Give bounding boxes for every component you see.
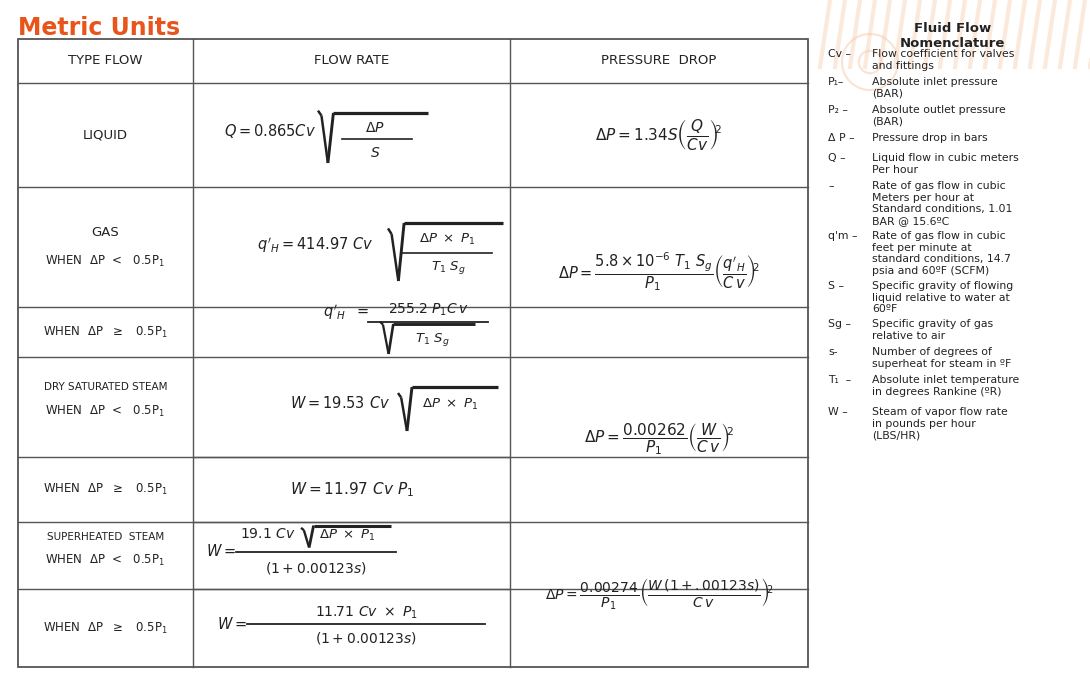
Text: Absolute outlet pressure
(BAR): Absolute outlet pressure (BAR) [872,105,1006,127]
Text: $W = 11.97\ Cv\ P_1$: $W = 11.97\ Cv\ P_1$ [290,480,413,499]
Text: WHEN  $\Delta$P  $\geq$   0.5P$_1$: WHEN $\Delta$P $\geq$ 0.5P$_1$ [44,482,168,497]
Text: Sg –: Sg – [828,319,851,329]
Text: $\Delta P\ \times\ P_1$: $\Delta P\ \times\ P_1$ [319,528,376,543]
Text: P₁–: P₁– [828,77,845,87]
Text: WHEN  $\Delta$P  <   0.5P$_1$: WHEN $\Delta$P < 0.5P$_1$ [46,254,166,268]
Text: $\Delta P = \dfrac{0.00274}{P_1}\left(\dfrac{W\,(1+.00123s)}{C\,v}\right)^{\!\!2: $\Delta P = \dfrac{0.00274}{P_1}\left(\d… [545,577,773,612]
Text: S –: S – [828,281,844,291]
Text: W –: W – [828,407,848,417]
Text: Pressure drop in bars: Pressure drop in bars [872,133,988,143]
Text: WHEN  $\Delta$P  $\geq$   0.5P$_1$: WHEN $\Delta$P $\geq$ 0.5P$_1$ [44,620,168,636]
Text: $(1 + 0.00123s)$: $(1 + 0.00123s)$ [265,560,367,576]
Text: PRESSURE  DROP: PRESSURE DROP [602,54,717,68]
Text: $T_1\ S_g$: $T_1\ S_g$ [431,259,465,275]
Text: $W = 19.53\ Cv$: $W = 19.53\ Cv$ [290,395,390,411]
Text: $\Delta P = \dfrac{5.8\times 10^{-6}\ T_1\ S_g}{P_1}\left(\dfrac{q'_H}{C\,v}\rig: $\Delta P = \dfrac{5.8\times 10^{-6}\ T_… [558,251,760,293]
Text: FLOW RATE: FLOW RATE [314,54,389,68]
Text: Absolute inlet pressure
(BAR): Absolute inlet pressure (BAR) [872,77,997,98]
Text: Δ P –: Δ P – [828,133,855,143]
Text: TYPE FLOW: TYPE FLOW [69,54,143,68]
Text: LIQUID: LIQUID [83,128,128,141]
Text: Rate of gas flow in cubic
feet per minute at
standard conditions, 14.7
psia and : Rate of gas flow in cubic feet per minut… [872,231,1010,276]
Text: $\Delta P$: $\Delta P$ [365,121,385,135]
Text: s-: s- [828,347,837,357]
Text: Steam of vapor flow rate
in pounds per hour
(LBS/HR): Steam of vapor flow rate in pounds per h… [872,407,1008,441]
Text: $19.1\ Cv$: $19.1\ Cv$ [240,526,295,540]
Text: $q'_H\ \ =$: $q'_H\ \ =$ [324,302,370,322]
Text: Specific gravity of gas
relative to air: Specific gravity of gas relative to air [872,319,993,341]
Text: $\Delta P = 1.34S\left(\dfrac{Q}{Cv}\right)^{\!\!2}$: $\Delta P = 1.34S\left(\dfrac{Q}{Cv}\rig… [595,118,723,153]
Text: Q –: Q – [828,153,846,163]
Text: $Q = 0.865Cv$: $Q = 0.865Cv$ [225,122,316,140]
Text: WHEN  $\Delta$P  <   0.5P$_1$: WHEN $\Delta$P < 0.5P$_1$ [46,404,166,419]
Text: DRY SATURATED STEAM: DRY SATURATED STEAM [44,382,167,392]
Text: WHEN  $\Delta$P  <   0.5P$_1$: WHEN $\Delta$P < 0.5P$_1$ [46,553,166,568]
Text: $11.71\ Cv\ \times\ P_1$: $11.71\ Cv\ \times\ P_1$ [315,605,417,621]
Text: $S$: $S$ [370,146,380,160]
Text: Absolute inlet temperature
in degrees Rankine (ºR): Absolute inlet temperature in degrees Ra… [872,375,1019,397]
Text: GAS: GAS [92,226,120,238]
Text: –: – [828,181,834,191]
Text: $q'_H = 414.97\ Cv$: $q'_H = 414.97\ Cv$ [257,235,373,255]
Text: SUPERHEATED  STEAM: SUPERHEATED STEAM [47,533,165,542]
Text: T₁  –: T₁ – [828,375,851,385]
Text: $255.2\ P_1 C\,v$: $255.2\ P_1 C\,v$ [388,302,469,319]
Text: Fluid Flow
Nomenclature: Fluid Flow Nomenclature [900,22,1005,50]
Text: Rate of gas flow in cubic
Meters per hour at
Standard conditions, 1.01
BAR @ 15.: Rate of gas flow in cubic Meters per hou… [872,181,1013,226]
Text: $W =$: $W =$ [206,544,237,560]
Bar [19,39,808,667]
Text: Cv –: Cv – [828,49,851,59]
Text: $W =$: $W =$ [217,616,247,632]
Text: Flow coefficient for valves
and fittings: Flow coefficient for valves and fittings [872,49,1015,70]
Text: Metric Units: Metric Units [19,16,180,40]
Text: $T_1\ S_g$: $T_1\ S_g$ [415,332,449,348]
Text: Liquid flow in cubic meters
Per hour: Liquid flow in cubic meters Per hour [872,153,1019,175]
Text: $\Delta P = \dfrac{0.00262}{P_1}\left(\dfrac{W}{C\,v}\right)^{\!\!2}$: $\Delta P = \dfrac{0.00262}{P_1}\left(\d… [584,422,734,457]
Text: WHEN  $\Delta$P  $\geq$   0.5P$_1$: WHEN $\Delta$P $\geq$ 0.5P$_1$ [44,324,168,339]
Text: $\Delta P\ \times\ P_1$: $\Delta P\ \times\ P_1$ [422,397,479,411]
Text: $(1 + 0.00123s)$: $(1 + 0.00123s)$ [315,630,417,646]
Text: $\Delta P\ \times\ P_1$: $\Delta P\ \times\ P_1$ [420,231,476,247]
Text: Number of degrees of
superheat for steam in ºF: Number of degrees of superheat for steam… [872,347,1012,369]
Text: P₂ –: P₂ – [828,105,848,115]
Text: q'm –: q'm – [828,231,858,241]
Text: Specific gravity of flowing
liquid relative to water at
60ºF: Specific gravity of flowing liquid relat… [872,281,1014,314]
